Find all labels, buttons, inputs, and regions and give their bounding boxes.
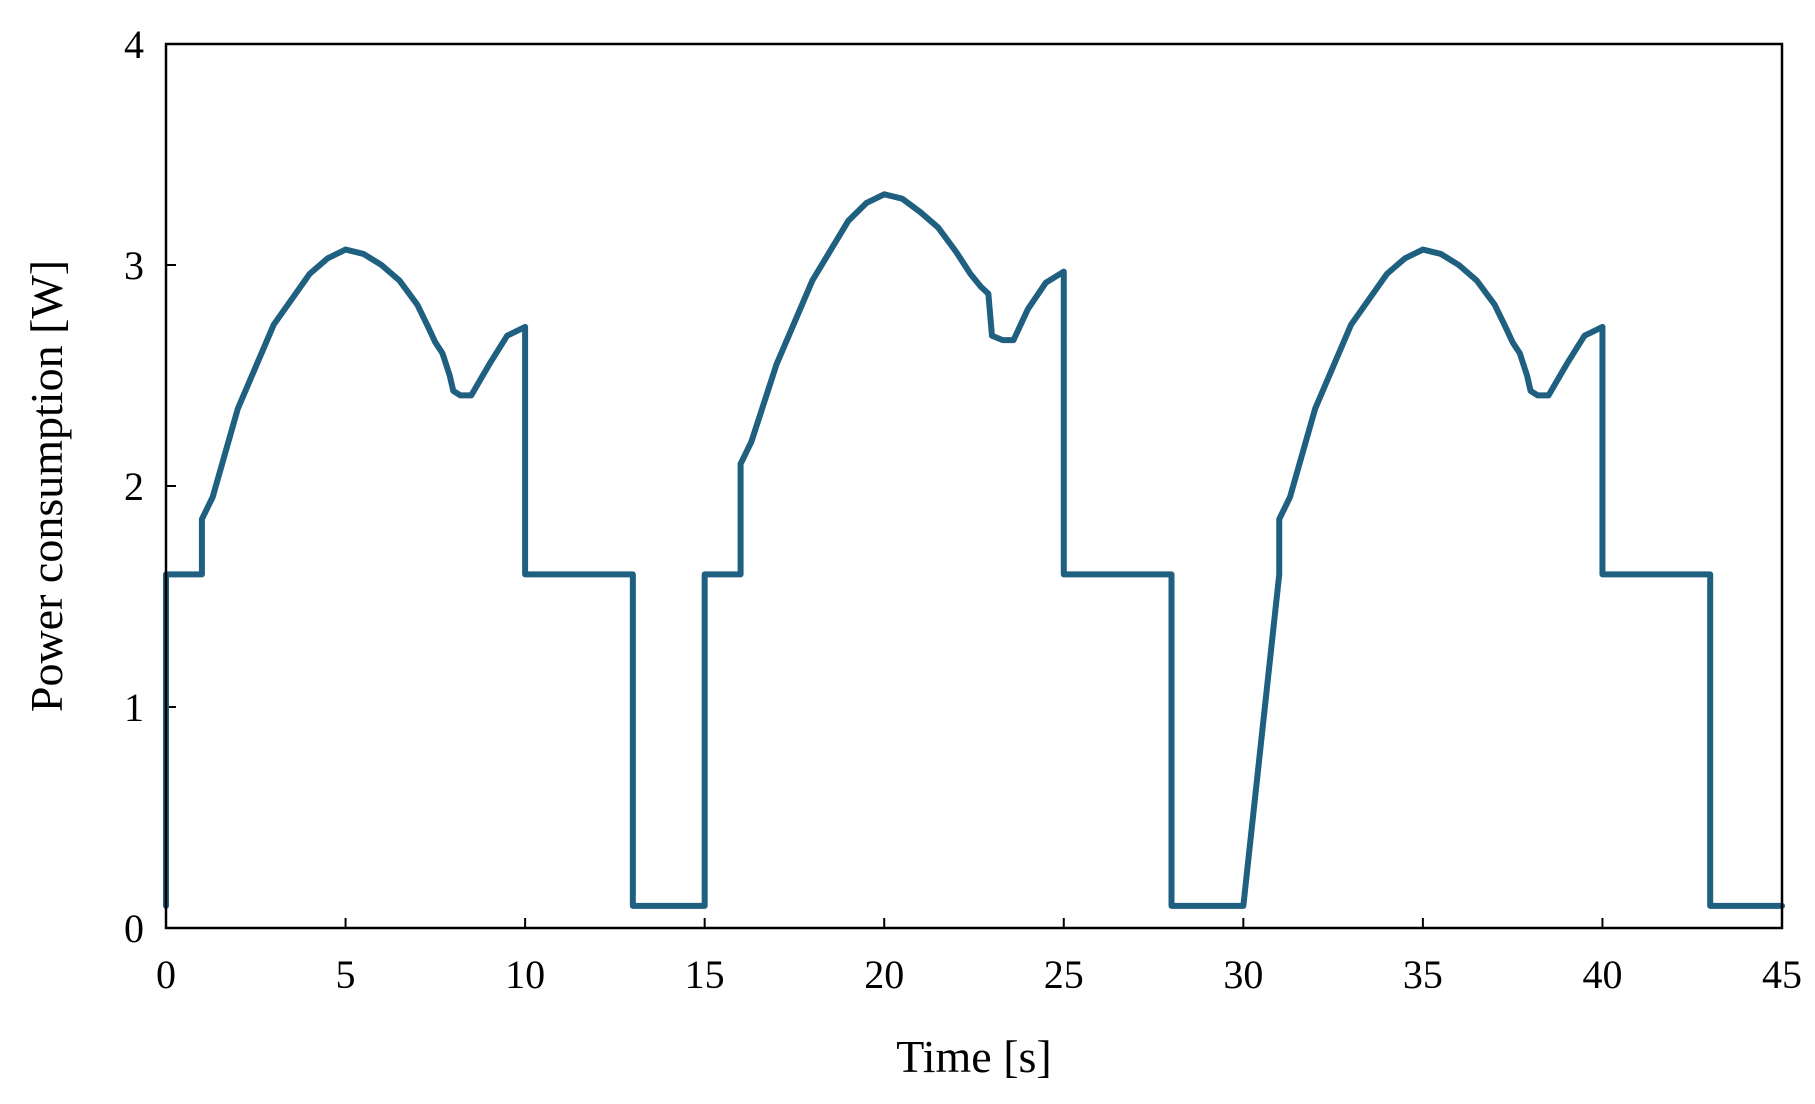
plot-area-frame bbox=[164, 42, 1784, 930]
y-axis-title: Power consumption [W] bbox=[21, 260, 72, 712]
x-axis-tick-labels: 0 5 10 15 20 25 30 35 40 45 bbox=[156, 952, 1802, 997]
x-tick-label: 10 bbox=[505, 952, 545, 997]
x-axis-ticks bbox=[165, 918, 1783, 928]
x-tick-label: 0 bbox=[156, 952, 176, 997]
x-tick-label: 25 bbox=[1044, 952, 1084, 997]
x-axis-title: Time [s] bbox=[896, 1031, 1052, 1082]
y-axis-tick-labels: 0 1 2 3 4 bbox=[124, 22, 144, 951]
x-tick-label: 5 bbox=[336, 952, 356, 997]
x-tick-label: 20 bbox=[864, 952, 904, 997]
x-tick-label: 35 bbox=[1403, 952, 1443, 997]
x-tick-label: 40 bbox=[1582, 952, 1622, 997]
y-tick-label: 3 bbox=[124, 243, 144, 288]
x-tick-label: 30 bbox=[1223, 952, 1263, 997]
y-tick-label: 1 bbox=[124, 685, 144, 730]
x-tick-label: 15 bbox=[685, 952, 725, 997]
y-tick-label: 0 bbox=[124, 906, 144, 951]
y-tick-label: 2 bbox=[124, 464, 144, 509]
series-line-power bbox=[163, 191, 1785, 909]
x-tick-label: 45 bbox=[1762, 952, 1802, 997]
y-tick-label: 4 bbox=[124, 22, 144, 67]
